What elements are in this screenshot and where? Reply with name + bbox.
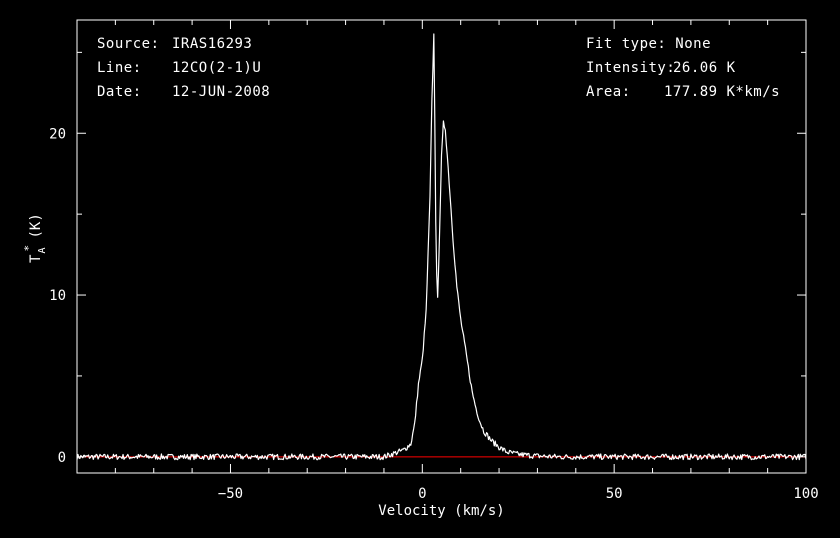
x-tick-label: 100 bbox=[793, 486, 818, 502]
y-axis-label-sub: A bbox=[37, 247, 48, 253]
y-axis-label-unit: (K) bbox=[28, 213, 44, 238]
source-value: IRAS16293 bbox=[172, 36, 253, 52]
y-axis-label-sup: * bbox=[22, 245, 35, 252]
y-axis-label-main: T bbox=[28, 254, 44, 263]
date-label: Date: bbox=[97, 84, 142, 100]
intensity-value: 26.06 K bbox=[673, 60, 736, 76]
y-axis-label: TA* (K) bbox=[22, 213, 48, 263]
date-value: 12-JUN-2008 bbox=[172, 84, 271, 100]
intensity-label: Intensity: bbox=[586, 60, 676, 76]
x-tick-label: −50 bbox=[218, 486, 243, 502]
x-axis-label: Velocity (km/s) bbox=[378, 503, 504, 519]
x-tick-label: 50 bbox=[606, 486, 623, 502]
y-tick-label: 0 bbox=[58, 450, 66, 466]
line-label: Line: bbox=[97, 60, 142, 76]
area-value: 177.89 K*km/s bbox=[664, 84, 781, 100]
line-value: 12CO(2-1)U bbox=[172, 60, 262, 76]
y-tick-label: 20 bbox=[49, 126, 66, 142]
x-tick-label: 0 bbox=[418, 486, 426, 502]
spectrum-line bbox=[76, 33, 807, 461]
area-label: Area: bbox=[586, 84, 631, 100]
fit-type-text: Fit type: None bbox=[586, 36, 712, 52]
plot-frame bbox=[76, 19, 807, 474]
source-label: Source: bbox=[97, 36, 160, 52]
y-tick-label: 10 bbox=[49, 288, 66, 304]
